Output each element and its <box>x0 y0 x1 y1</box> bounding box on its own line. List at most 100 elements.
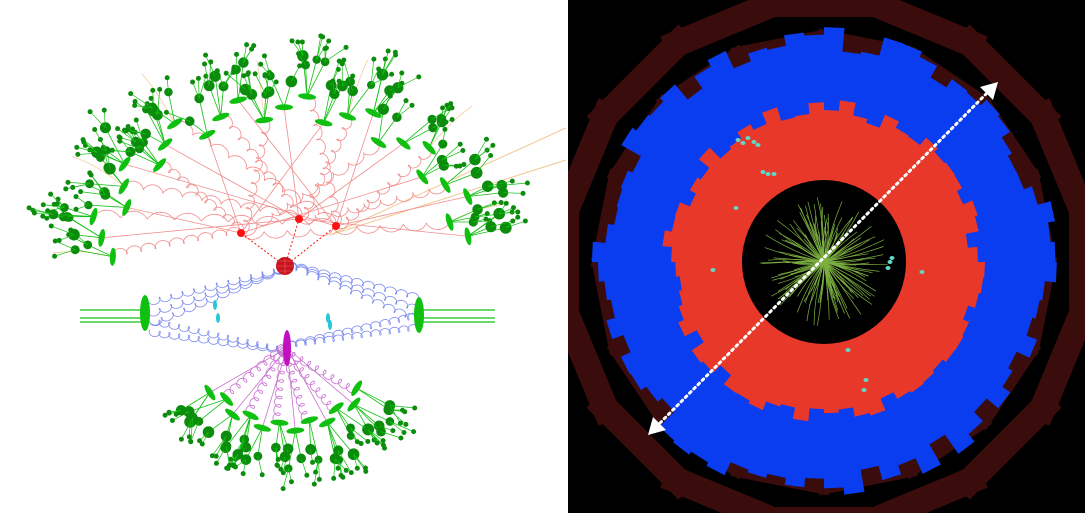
vertices <box>140 215 424 366</box>
hadron-line <box>135 141 160 166</box>
hadron <box>385 48 391 54</box>
hadron-line <box>326 422 336 459</box>
hadron <box>393 86 399 92</box>
hadron <box>365 439 371 445</box>
hadron <box>299 39 305 45</box>
hadron-line <box>117 128 137 143</box>
hadron-line <box>441 103 451 119</box>
hadron-line <box>477 202 502 210</box>
hadron-line <box>190 418 194 442</box>
hit <box>755 143 761 147</box>
track <box>761 261 825 264</box>
photon-line <box>71 155 125 187</box>
hadron-line <box>260 63 271 77</box>
hadron <box>178 436 184 442</box>
hadron <box>444 102 450 108</box>
red-line <box>237 99 337 227</box>
hadron <box>314 455 323 464</box>
hadron <box>387 93 393 99</box>
track <box>780 261 825 280</box>
hadron-line <box>323 85 343 123</box>
hadron-line <box>382 52 396 75</box>
hadron <box>241 73 247 79</box>
hadron-line <box>396 105 413 118</box>
hadron <box>44 215 50 221</box>
track <box>777 261 825 292</box>
hadron-line <box>105 127 125 165</box>
hadron <box>74 144 80 150</box>
track <box>797 261 825 313</box>
hadron-line <box>257 456 263 475</box>
hadron-line <box>143 142 160 166</box>
red-line <box>124 163 337 227</box>
hadron <box>397 420 403 426</box>
hadron <box>280 486 286 492</box>
magenta-line <box>209 347 288 393</box>
hadron <box>259 472 265 478</box>
hadron-line <box>279 422 286 457</box>
hadron <box>162 412 168 418</box>
hadron-line <box>237 415 251 455</box>
hadron-line <box>220 86 224 118</box>
track <box>823 236 876 263</box>
hadron <box>468 217 478 227</box>
hadron-line <box>347 81 351 117</box>
hadron-line <box>444 159 476 186</box>
hadron <box>163 109 169 115</box>
hadron <box>106 148 112 154</box>
hadron <box>45 208 51 214</box>
beam-cluster-left <box>140 295 150 331</box>
hadron-line <box>300 458 308 476</box>
hadron <box>209 453 215 459</box>
hit <box>745 136 751 140</box>
photon-line <box>329 127 566 236</box>
hadron-line <box>275 447 278 466</box>
hadron-line <box>243 48 252 63</box>
hadron <box>488 153 494 159</box>
hadron <box>128 91 134 97</box>
track <box>823 261 829 301</box>
hit <box>740 141 746 145</box>
hadron <box>481 180 494 192</box>
hadron <box>169 417 175 423</box>
track <box>823 261 862 315</box>
hadron <box>125 127 131 133</box>
hadron-line <box>243 75 252 95</box>
track <box>823 254 884 263</box>
hadron <box>78 189 84 195</box>
track <box>823 227 827 263</box>
hadron-line <box>208 85 222 118</box>
hadron <box>203 52 209 58</box>
hadron <box>371 56 377 62</box>
hadron <box>148 95 154 101</box>
hadron-line <box>47 207 65 212</box>
hit <box>760 170 766 174</box>
hadron-line <box>89 183 124 187</box>
hadron <box>483 136 489 142</box>
hit <box>861 388 867 392</box>
hadron-line <box>269 75 285 108</box>
hit <box>771 172 777 176</box>
hadron-line <box>306 61 326 97</box>
hadron <box>509 178 515 184</box>
hadron <box>304 472 310 478</box>
hadron <box>175 404 187 416</box>
muon-chamber <box>969 335 1042 431</box>
hadron <box>524 180 530 186</box>
hit <box>889 256 895 260</box>
hadron <box>403 98 409 104</box>
track <box>803 261 825 302</box>
hadron-line <box>382 50 389 75</box>
hadron-line <box>503 192 524 194</box>
magenta-gluon <box>222 343 288 400</box>
hadron-line <box>336 407 369 431</box>
track <box>765 234 825 263</box>
blue-gluon <box>284 261 420 313</box>
hit <box>765 172 771 176</box>
hadron <box>460 147 466 153</box>
hadron <box>398 435 404 441</box>
hadron <box>305 444 317 455</box>
muon-chamber <box>1025 98 1085 229</box>
hadron-line <box>120 137 136 143</box>
gluon-lines <box>93 95 450 425</box>
